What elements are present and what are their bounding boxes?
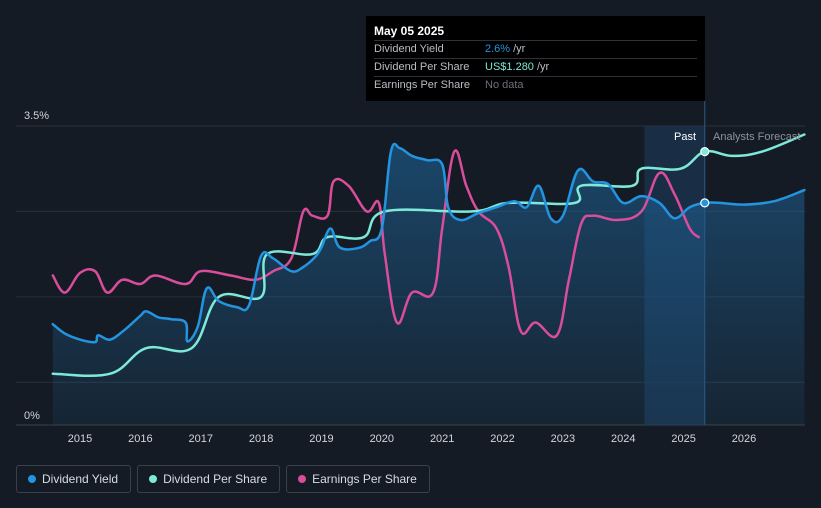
x-tick-label: 2022 — [490, 433, 514, 445]
legend-label: Dividend Per Share — [163, 472, 268, 486]
y-tick-label: 0% — [24, 410, 40, 422]
x-tick-label: 2026 — [732, 433, 756, 445]
legend-dot-icon — [298, 475, 307, 483]
tooltip-value: No data — [485, 79, 524, 91]
tooltip-row-dividend-per-share: Dividend Per Share US$1.280 /yr — [374, 59, 697, 77]
legend-dividend-per-share[interactable]: Dividend Per Share — [137, 465, 281, 493]
tooltip-unit: /yr — [513, 43, 526, 55]
tooltip: May 05 2025 Dividend Yield 2.6% /yr Divi… — [366, 16, 705, 101]
dividend-yield-line — [51, 142, 806, 344]
tooltip-label: Earnings Per Share — [374, 79, 470, 91]
legend-dot-icon — [28, 475, 36, 483]
tooltip-label: Dividend Per Share — [374, 61, 470, 73]
tooltip-label: Dividend Yield — [374, 43, 444, 55]
dividend-per-share-marker — [700, 147, 710, 157]
tooltip-value: 2.6% — [485, 43, 511, 55]
legend-dividend-yield[interactable]: Dividend Yield — [16, 465, 132, 493]
dividend-yield-area — [52, 143, 805, 425]
x-tick-label: 2017 — [188, 433, 212, 445]
y-tick-label: 3.5% — [24, 110, 49, 122]
x-tick-label: 2021 — [430, 433, 454, 445]
legend: Dividend Yield Dividend Per Share Earnin… — [16, 465, 430, 493]
legend-label: Earnings Per Share — [312, 472, 417, 486]
tooltip-date: May 05 2025 — [374, 22, 697, 41]
tooltip-row-earnings-per-share: Earnings Per Share No data — [374, 77, 697, 94]
tooltip-value: US$1.280 — [485, 61, 534, 73]
legend-dot-icon — [149, 475, 158, 483]
dividend-yield-marker — [700, 198, 710, 208]
x-tick-label: 2024 — [611, 433, 635, 445]
tooltip-unit: /yr — [536, 61, 550, 73]
x-tick-label: 2016 — [128, 433, 152, 445]
legend-earnings-per-share[interactable]: Earnings Per Share — [286, 465, 430, 493]
x-tick-label: 2025 — [671, 433, 695, 445]
dividend-per-share-line — [51, 133, 806, 378]
x-tick-label: 2019 — [309, 433, 333, 445]
x-tick-label: 2018 — [249, 433, 273, 445]
x-tick-label: 2020 — [370, 433, 394, 445]
x-tick-label: 2015 — [68, 433, 92, 445]
tooltip-row-dividend-yield: Dividend Yield 2.6% /yr — [374, 41, 697, 59]
legend-label: Dividend Yield — [42, 472, 119, 486]
x-tick-label: 2023 — [551, 433, 575, 445]
past-label: Past — [674, 131, 697, 143]
earnings-per-share-line — [51, 149, 700, 339]
analysts-forecast-label: Analysts Forecast — [713, 131, 801, 143]
